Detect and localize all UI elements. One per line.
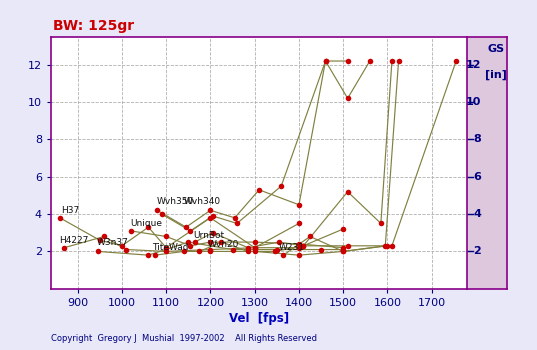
Point xyxy=(250,248,259,254)
Point xyxy=(255,187,263,192)
Point xyxy=(162,245,170,251)
Text: BW: 125gr: BW: 125gr xyxy=(53,19,134,33)
Point xyxy=(250,239,259,245)
Point xyxy=(230,215,239,220)
Point xyxy=(295,245,303,251)
Point xyxy=(206,215,215,220)
Point xyxy=(151,252,159,258)
Point xyxy=(195,248,204,254)
Text: 8: 8 xyxy=(474,134,481,145)
Point xyxy=(191,239,199,245)
Point xyxy=(208,213,217,219)
Text: H4227: H4227 xyxy=(59,236,89,245)
Point xyxy=(244,245,252,251)
Point xyxy=(179,248,188,254)
Point xyxy=(186,228,195,234)
Point xyxy=(217,239,226,245)
Point xyxy=(394,58,403,64)
Point xyxy=(388,243,396,248)
Text: Unique: Unique xyxy=(130,219,162,228)
Point xyxy=(250,245,259,251)
Text: Copyright  Gregory J  Mushial  1997-2002    All Rights Reserved: Copyright Gregory J Mushial 1997-2002 Al… xyxy=(51,334,317,343)
Point xyxy=(60,245,69,251)
Point xyxy=(388,58,396,64)
Point xyxy=(339,248,347,254)
Point xyxy=(339,247,347,252)
Point xyxy=(186,243,195,248)
Point xyxy=(275,239,284,245)
Point xyxy=(343,58,352,64)
Point xyxy=(339,245,347,251)
Text: 6: 6 xyxy=(474,172,481,182)
Point xyxy=(270,248,279,254)
Point xyxy=(228,247,237,252)
Point xyxy=(306,234,314,239)
Point xyxy=(317,247,325,252)
Text: Wvh340: Wvh340 xyxy=(184,197,221,206)
Point xyxy=(295,220,303,226)
Point xyxy=(233,220,241,226)
Point xyxy=(100,234,108,239)
Point xyxy=(295,202,303,208)
Point xyxy=(250,245,259,251)
Text: 12: 12 xyxy=(466,60,481,70)
Point xyxy=(153,208,162,213)
Text: Wvh350: Wvh350 xyxy=(156,197,194,206)
Point xyxy=(206,208,215,213)
Point xyxy=(339,248,347,254)
Point xyxy=(279,252,288,258)
Point xyxy=(299,243,308,248)
Point xyxy=(184,239,193,245)
Point xyxy=(122,247,130,252)
Point xyxy=(182,224,190,230)
Point xyxy=(299,243,308,248)
Text: H37: H37 xyxy=(61,206,79,215)
Point xyxy=(126,228,135,234)
Point xyxy=(206,247,215,252)
Point xyxy=(343,96,352,101)
Point xyxy=(452,58,460,64)
Point xyxy=(295,241,303,247)
Text: 2: 2 xyxy=(474,246,481,257)
Point xyxy=(208,230,217,236)
Point xyxy=(144,252,153,258)
Point xyxy=(144,224,153,230)
Text: W231: W231 xyxy=(279,243,305,252)
Point xyxy=(162,234,170,239)
Text: 10: 10 xyxy=(466,97,481,107)
Point xyxy=(93,248,102,254)
Point xyxy=(206,239,215,245)
Point xyxy=(343,243,352,248)
Text: [in]: [in] xyxy=(485,70,507,80)
Point xyxy=(157,211,166,217)
Point xyxy=(383,243,392,248)
Text: W3n37: W3n37 xyxy=(97,238,128,247)
X-axis label: Vel  [fps]: Vel [fps] xyxy=(229,312,289,325)
Point xyxy=(272,247,281,252)
Point xyxy=(381,243,389,248)
Point xyxy=(321,58,330,64)
Point xyxy=(277,183,286,189)
Point xyxy=(118,243,126,248)
Point xyxy=(162,248,170,254)
Point xyxy=(295,252,303,258)
Point xyxy=(55,215,64,220)
Text: TiteWad: TiteWad xyxy=(152,243,188,252)
Point xyxy=(339,226,347,232)
Point xyxy=(244,248,252,254)
Point xyxy=(321,58,330,64)
Text: Wvh20: Wvh20 xyxy=(208,240,240,249)
Text: GS: GS xyxy=(488,44,505,54)
Point xyxy=(206,248,215,254)
Point xyxy=(343,189,352,195)
Point xyxy=(366,58,374,64)
Point xyxy=(96,237,104,243)
Point xyxy=(376,220,385,226)
Text: UrnBot: UrnBot xyxy=(193,231,224,240)
Text: 4: 4 xyxy=(474,209,481,219)
